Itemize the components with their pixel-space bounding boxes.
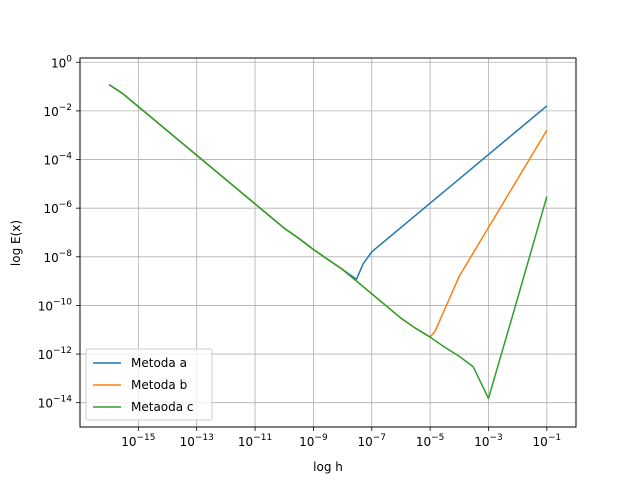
y-tick-label: 10−6 xyxy=(43,200,72,216)
y-tick-label: 10−2 xyxy=(43,103,72,119)
x-tick-label: 10−13 xyxy=(180,433,214,449)
legend-label-3: Metaoda c xyxy=(131,400,194,414)
y-tick-label: 10−8 xyxy=(43,249,72,265)
x-tick-label: 10−15 xyxy=(121,433,155,449)
y-tick-label: 10−12 xyxy=(38,346,72,362)
series-line-1 xyxy=(108,84,548,280)
series-line-2 xyxy=(108,84,548,338)
y-tick-label: 10−4 xyxy=(43,152,72,168)
x-tick-label: 10−7 xyxy=(357,433,386,449)
y-tick-label: 10−14 xyxy=(38,395,73,411)
x-tick-label: 10−1 xyxy=(533,433,562,449)
y-tick-label: 100 xyxy=(51,54,72,70)
legend-label-2: Metoda b xyxy=(131,378,187,392)
x-tick-label: 10−5 xyxy=(416,433,445,449)
legend: Metoda a Metoda b Metaoda c xyxy=(85,348,213,421)
series-layer xyxy=(108,84,548,400)
grid xyxy=(80,58,576,427)
y-axis-label: log E(x) xyxy=(9,220,23,266)
legend-label-1: Metoda a xyxy=(131,356,187,370)
x-tick-label: 10−9 xyxy=(299,433,328,449)
x-axis-label: log h xyxy=(313,460,343,474)
x-tick-label: 10−3 xyxy=(474,433,503,449)
x-tick-label: 10−11 xyxy=(238,433,272,449)
series-line-3 xyxy=(108,84,548,400)
plot-frame xyxy=(79,57,577,428)
y-tick-label: 10−10 xyxy=(38,297,73,313)
ticks: 10−15 10−13 10−11 10−9 10−7 10−5 10−3 10−1 10−14… xyxy=(38,54,561,449)
legend-box xyxy=(85,348,213,421)
